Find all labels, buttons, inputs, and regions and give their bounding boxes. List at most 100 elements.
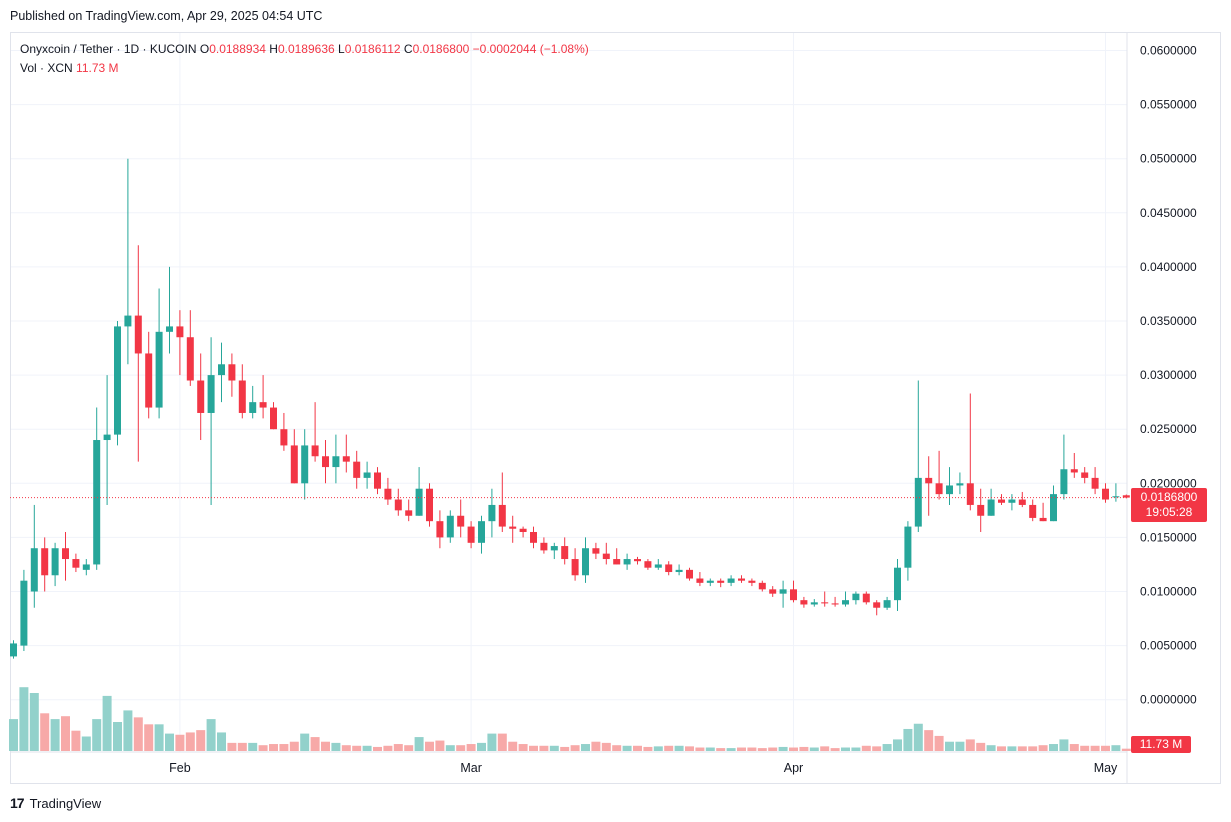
low-label: L (338, 42, 345, 56)
candle-body (800, 600, 808, 605)
volume-bar (674, 745, 684, 751)
candle-body (831, 603, 839, 605)
tradingview-brand[interactable]: 17 TradingView (10, 795, 101, 811)
candle-body (103, 434, 111, 441)
volume-bar (331, 742, 341, 751)
candle-body (977, 504, 985, 516)
volume-bar (601, 742, 611, 751)
candle-body (155, 331, 163, 408)
candle-body (530, 531, 537, 543)
volume-bar (373, 746, 382, 751)
volume-bar (393, 744, 403, 751)
candle-body (249, 402, 257, 413)
volume-bar (1069, 744, 1079, 751)
volume-bar (133, 717, 143, 751)
volume-bar (768, 747, 778, 751)
volume-bar (903, 728, 913, 751)
price-tick-label: 0.0000000 (1140, 693, 1197, 707)
candle-body (966, 483, 974, 505)
volume-bar (113, 722, 122, 751)
volume-bar (196, 730, 206, 751)
volume-bar (570, 745, 580, 751)
volume-bar (685, 746, 694, 751)
candle-body (561, 546, 569, 560)
volume-bar (61, 716, 70, 751)
candle-body (259, 402, 267, 408)
time-tick-label: Mar (460, 761, 482, 775)
grid (11, 33, 1128, 783)
candle-body (998, 499, 1005, 503)
volume-bar (841, 747, 850, 751)
candle-body (925, 477, 933, 484)
candle-body (51, 548, 59, 576)
volume-bar (321, 741, 330, 751)
volume-bar (92, 719, 102, 751)
price-tick-label: 0.0200000 (1140, 476, 1197, 490)
open-value: 0.0188934 (209, 42, 266, 56)
candle-body (228, 364, 236, 381)
candle-body (706, 580, 714, 583)
volume-bar (466, 744, 476, 751)
volume-bar (882, 744, 892, 751)
price-tick-label: 0.0600000 (1140, 44, 1197, 58)
candle-body (1091, 477, 1099, 489)
candle-body (717, 580, 725, 583)
candle-body (145, 353, 153, 408)
volume-bar (955, 741, 965, 751)
volume-bar (997, 746, 1006, 751)
volume-bar (50, 719, 60, 751)
volume-bar (123, 710, 133, 751)
volume-bar (1080, 745, 1090, 751)
candle-body (644, 561, 652, 568)
tradingview-logo-icon: 17 (10, 795, 25, 811)
candle-body (842, 600, 849, 605)
price-tick-label: 0.0250000 (1140, 422, 1197, 436)
symbol-label[interactable]: Onyxcoin / Tether · 1D · KUCOIN (20, 42, 197, 56)
volume-bar (820, 746, 830, 751)
high-label: H (269, 42, 278, 56)
price-tick-label: 0.0550000 (1140, 98, 1197, 112)
chart-frame[interactable] (10, 32, 1221, 784)
volume-bar (414, 737, 424, 751)
published-info: Published on TradingView.com, Apr 29, 20… (10, 9, 323, 23)
volume-bar (653, 746, 663, 751)
candle-body (904, 526, 912, 568)
candle-body (654, 564, 662, 568)
candle-body (498, 504, 506, 527)
candle-body (301, 445, 309, 484)
volume-bar (539, 745, 549, 751)
candles (10, 158, 1130, 659)
brand-name: TradingView (29, 795, 102, 811)
volume-bar (799, 746, 809, 751)
candle-body (758, 582, 766, 590)
time-axis: Feb Mar Apr May (169, 761, 1118, 775)
candle-body (1122, 495, 1130, 498)
volume-bar (851, 747, 861, 751)
volume-bars (9, 687, 1131, 751)
candle-body (1112, 496, 1120, 498)
volume-bar (279, 744, 289, 751)
volume-bar (310, 737, 320, 751)
volume-bar (435, 740, 445, 751)
volume-label[interactable]: Vol · XCN (20, 61, 73, 75)
price-tick-label: 0.0300000 (1140, 368, 1197, 382)
candle-body (540, 542, 548, 551)
change-value: −0.0002044 (−1.08%) (472, 42, 589, 56)
candle-body (987, 499, 995, 516)
volume-bar (300, 733, 310, 751)
volume-bar (934, 735, 944, 751)
candle-body (342, 456, 350, 462)
candle-body (810, 602, 818, 605)
candle-body (935, 483, 943, 495)
volume-bar (19, 687, 29, 751)
open-label: O (199, 42, 210, 56)
candle-body (613, 559, 621, 565)
price-tick-label: 0.0450000 (1140, 206, 1197, 220)
candle-body (1029, 504, 1037, 518)
candle-body (727, 578, 735, 583)
candle-body (426, 488, 433, 522)
candle-body (30, 548, 38, 592)
volume-bar (1111, 745, 1121, 751)
candle-body (779, 589, 787, 594)
